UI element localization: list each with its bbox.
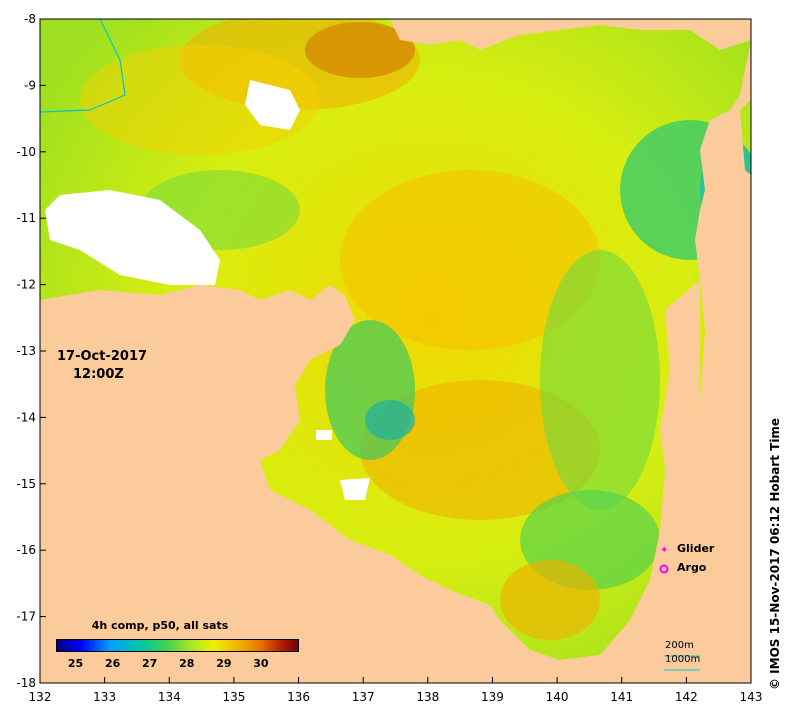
y-tick-label: -12 bbox=[16, 278, 36, 292]
y-tick-label: -8 bbox=[24, 12, 36, 26]
argo-legend-label: Argo bbox=[677, 561, 707, 574]
x-tick-label: 133 bbox=[93, 690, 116, 704]
y-tick-label: -11 bbox=[16, 211, 36, 225]
x-tick-label: 140 bbox=[546, 690, 569, 704]
depth-200m-label: 200m bbox=[665, 640, 694, 651]
y-tick-label: -10 bbox=[16, 145, 36, 159]
date-label: 17-Oct-2017 bbox=[57, 349, 148, 364]
no-data-region bbox=[340, 478, 370, 500]
sst-warm-patch bbox=[360, 380, 600, 520]
depth-contour bbox=[40, 19, 126, 113]
y-tick-label: -14 bbox=[16, 410, 36, 424]
land-east bbox=[690, 40, 751, 683]
y-axis: -8 -9 -10 -11 -12 -13 -14 -15 -16 -17 -18 bbox=[16, 12, 46, 690]
y-tick-label: -13 bbox=[16, 344, 36, 358]
colorbar-tick-label: 28 bbox=[179, 657, 195, 670]
x-tick-label: 141 bbox=[610, 690, 633, 704]
glider-marker-icon: ✦ bbox=[660, 545, 668, 556]
y-tick-label: -18 bbox=[16, 676, 36, 690]
colorbar-tick-label: 25 bbox=[67, 657, 84, 670]
sst-warm-patch bbox=[80, 45, 320, 155]
sst-cool-patch bbox=[540, 250, 660, 510]
colorbar bbox=[56, 639, 299, 652]
no-data-region bbox=[245, 80, 300, 130]
x-tick-label: 142 bbox=[675, 690, 698, 704]
colorbar-title: 4h comp, p50, all sats bbox=[91, 619, 229, 632]
x-tick-label: 134 bbox=[158, 690, 181, 704]
y-tick-label: -15 bbox=[16, 477, 36, 491]
x-tick-label: 137 bbox=[352, 690, 375, 704]
land-north bbox=[390, 19, 751, 50]
x-tick-label: 132 bbox=[29, 690, 52, 704]
y-tick-label: -17 bbox=[16, 610, 36, 624]
colorbar-tick-label: 30 bbox=[253, 657, 269, 670]
depth-1000m-label: 1000m bbox=[665, 654, 701, 665]
time-label: 12:00Z bbox=[73, 367, 124, 382]
sst-warm-patch bbox=[340, 170, 600, 350]
x-axis: 132 133 134 135 136 137 138 139 140 141 142 143 bbox=[29, 677, 763, 704]
sst-hot-patch bbox=[305, 22, 415, 78]
x-tick-label: 136 bbox=[287, 690, 310, 704]
y-tick-label: -16 bbox=[16, 543, 36, 557]
colorbar-tick-label: 29 bbox=[216, 657, 232, 670]
colorbar-tick-label: 27 bbox=[142, 657, 158, 670]
x-tick-label: 138 bbox=[416, 690, 439, 704]
glider-legend-label: Glider bbox=[677, 542, 715, 555]
x-tick-label: 139 bbox=[481, 690, 504, 704]
sst-cool-patch bbox=[365, 400, 415, 440]
argo-marker-icon bbox=[659, 564, 669, 574]
x-tick-label: 143 bbox=[740, 690, 763, 704]
x-tick-label: 135 bbox=[222, 690, 245, 704]
no-data-region bbox=[316, 430, 332, 440]
no-data-region bbox=[45, 190, 220, 285]
colorbar-tick-label: 26 bbox=[104, 657, 121, 670]
imos-credit: © IMOS 15-Nov-2017 06:12 Hobart Time bbox=[768, 417, 782, 690]
y-tick-label: -9 bbox=[24, 78, 36, 92]
land-australia bbox=[40, 280, 705, 683]
sst-warm-patch bbox=[500, 560, 600, 640]
